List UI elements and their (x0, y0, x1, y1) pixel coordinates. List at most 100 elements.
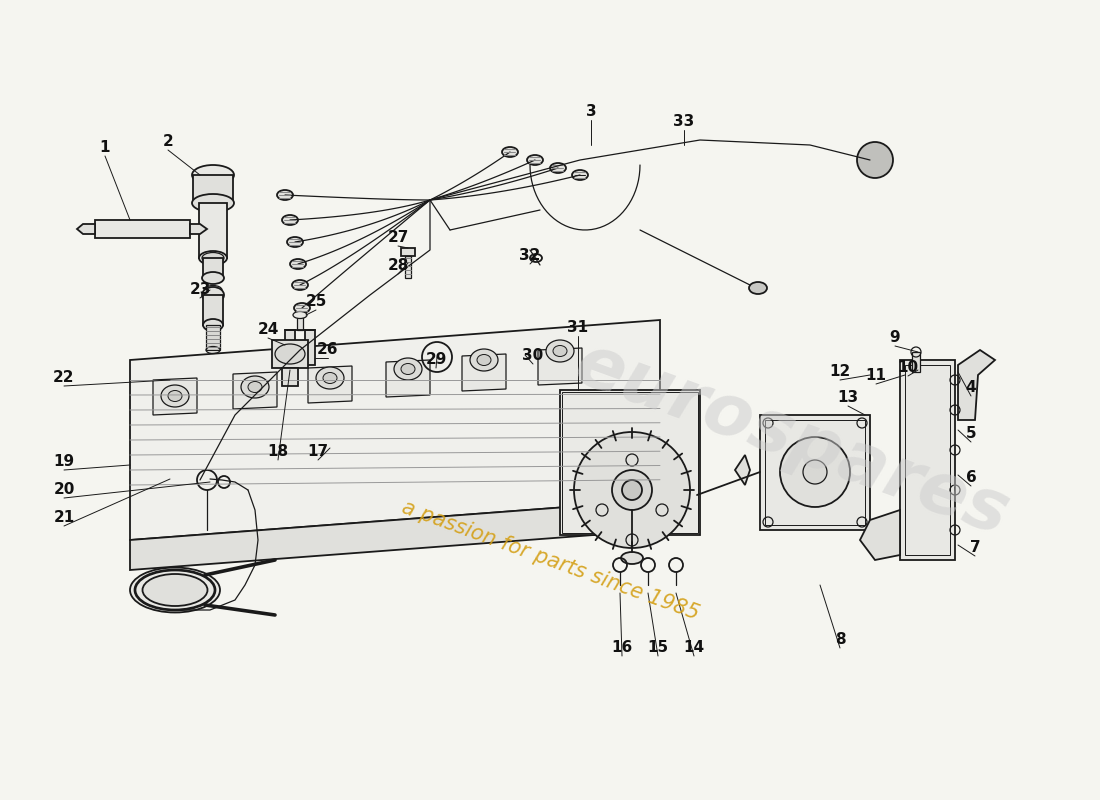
Polygon shape (190, 224, 207, 234)
Ellipse shape (143, 574, 208, 606)
Ellipse shape (293, 311, 307, 318)
Ellipse shape (199, 251, 227, 265)
Ellipse shape (621, 552, 643, 564)
Ellipse shape (282, 215, 298, 225)
Bar (204, 295, 223, 325)
Polygon shape (130, 500, 660, 570)
Ellipse shape (168, 390, 182, 402)
Polygon shape (233, 372, 277, 409)
Text: 29: 29 (426, 353, 447, 367)
Bar (912, 352, 920, 372)
Ellipse shape (550, 163, 566, 173)
Text: 14: 14 (683, 641, 705, 655)
Text: 24: 24 (257, 322, 278, 338)
Ellipse shape (323, 373, 337, 383)
Bar (282, 368, 298, 386)
Polygon shape (462, 354, 506, 391)
Text: 33: 33 (673, 114, 694, 130)
Text: 18: 18 (267, 445, 288, 459)
Ellipse shape (202, 253, 224, 263)
Ellipse shape (527, 155, 543, 165)
Text: 23: 23 (189, 282, 211, 298)
Bar (562, 392, 698, 533)
Text: 7: 7 (970, 541, 980, 555)
Text: 3: 3 (585, 105, 596, 119)
Bar (560, 390, 700, 535)
Ellipse shape (277, 190, 293, 200)
Ellipse shape (572, 170, 588, 180)
Ellipse shape (248, 382, 262, 393)
Text: 9: 9 (890, 330, 900, 346)
Text: 13: 13 (837, 390, 859, 406)
Bar (764, 420, 865, 525)
Ellipse shape (394, 358, 422, 380)
Polygon shape (77, 224, 95, 234)
Text: 10: 10 (898, 361, 918, 375)
Text: 1: 1 (100, 141, 110, 155)
Bar (900, 360, 955, 560)
Ellipse shape (130, 567, 220, 613)
Text: a passion for parts since 1985: a passion for parts since 1985 (398, 497, 702, 623)
Bar (192, 175, 233, 203)
Bar (405, 256, 411, 278)
Text: 30: 30 (522, 349, 543, 363)
Ellipse shape (402, 363, 415, 374)
Ellipse shape (192, 194, 234, 212)
Ellipse shape (502, 147, 518, 157)
Polygon shape (735, 455, 750, 485)
Bar (206, 325, 220, 350)
Ellipse shape (202, 272, 224, 284)
Bar (199, 203, 227, 258)
Bar (402, 248, 415, 256)
Text: 21: 21 (54, 510, 75, 526)
Bar (95, 220, 190, 238)
Ellipse shape (292, 280, 308, 290)
Ellipse shape (477, 354, 491, 366)
Circle shape (857, 142, 893, 178)
Ellipse shape (470, 349, 498, 371)
Circle shape (780, 437, 850, 507)
Text: 17: 17 (307, 445, 329, 459)
Ellipse shape (275, 344, 305, 364)
Text: 25: 25 (306, 294, 327, 310)
Circle shape (612, 470, 652, 510)
Text: eurospares: eurospares (565, 330, 1019, 550)
Text: 32: 32 (519, 249, 541, 263)
Text: 12: 12 (829, 365, 850, 379)
Bar (305, 330, 315, 365)
Text: 19: 19 (54, 454, 75, 470)
Bar (297, 315, 302, 330)
Bar (905, 365, 950, 555)
Polygon shape (538, 348, 582, 385)
Ellipse shape (287, 237, 303, 247)
Text: 2: 2 (163, 134, 174, 150)
Ellipse shape (294, 303, 310, 313)
Text: 22: 22 (53, 370, 75, 386)
Text: 26: 26 (317, 342, 339, 358)
Ellipse shape (749, 282, 767, 294)
Text: 20: 20 (53, 482, 75, 498)
Text: 11: 11 (866, 369, 887, 383)
Text: 6: 6 (966, 470, 977, 486)
Ellipse shape (553, 346, 566, 357)
Circle shape (621, 480, 642, 500)
Text: 27: 27 (387, 230, 409, 246)
Circle shape (803, 460, 827, 484)
Text: 16: 16 (612, 641, 632, 655)
Ellipse shape (290, 259, 306, 269)
Text: 5: 5 (966, 426, 977, 442)
Polygon shape (860, 510, 900, 560)
Polygon shape (958, 350, 996, 420)
Ellipse shape (316, 367, 344, 389)
Bar (204, 258, 223, 278)
Ellipse shape (192, 165, 234, 185)
Text: 28: 28 (387, 258, 409, 274)
Ellipse shape (204, 319, 223, 331)
Ellipse shape (546, 340, 574, 362)
Polygon shape (130, 320, 660, 540)
Text: 8: 8 (835, 633, 845, 647)
Ellipse shape (241, 376, 270, 398)
Ellipse shape (204, 286, 222, 294)
Bar (760, 415, 870, 530)
Polygon shape (153, 378, 197, 415)
